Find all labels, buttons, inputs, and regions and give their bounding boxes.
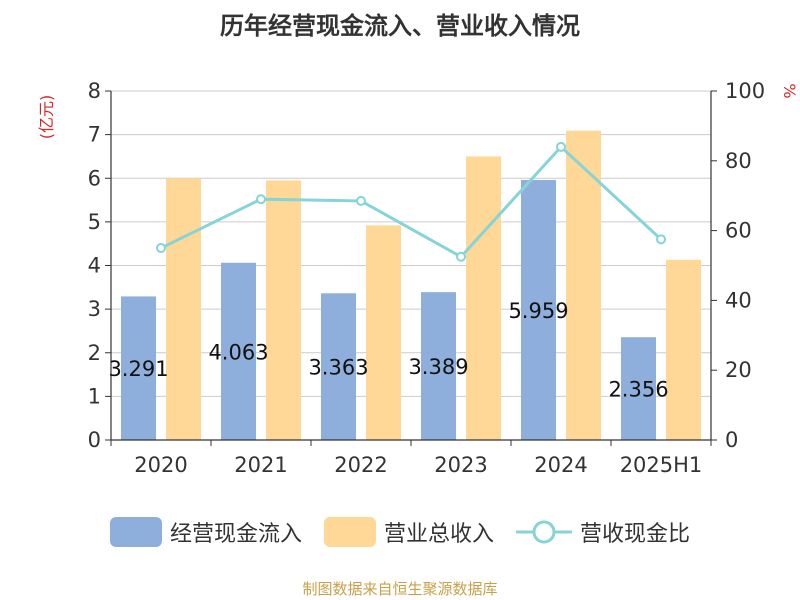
y-left-tick-label: 1 — [88, 384, 101, 408]
x-tick-label: 2021 — [234, 453, 287, 477]
ratio-point — [656, 234, 666, 245]
bar-cash-inflow — [621, 337, 656, 440]
bar-cash-inflow — [421, 292, 456, 440]
y-left-tick-label: 8 — [88, 79, 101, 103]
y-left-tick-label: 3 — [88, 297, 101, 321]
y-left-axis-label: (亿元) — [37, 95, 56, 140]
bar-revenue — [466, 156, 501, 440]
data-labels: 3.291 4.063 3.363 3.389 5.959 2.356 — [108, 299, 668, 402]
bar-cash-inflow — [521, 180, 556, 440]
legend-swatch-revenue — [323, 517, 376, 547]
x-tick-label: 2024 — [534, 453, 587, 477]
ratio-line-path — [160, 144, 663, 259]
ratio-point — [356, 195, 366, 206]
legend-item-ratio[interactable]: 营收现金比 — [516, 516, 690, 548]
data-label-cash-inflow: 3.363 — [308, 356, 368, 380]
y-left-tick-label: 4 — [88, 254, 101, 278]
x-tick-label: 2022 — [334, 453, 387, 477]
y-left-tick-label: 2 — [88, 341, 101, 365]
x-tick-label: 2025H1 — [620, 453, 703, 477]
legend-line-key-ratio — [516, 519, 572, 545]
bar-cash-inflow — [121, 296, 156, 440]
y-right-tick-label: 40 — [725, 288, 752, 312]
bar-revenue — [266, 180, 301, 440]
bar-revenue — [666, 259, 701, 440]
bars — [121, 130, 701, 441]
legend-item-cash-inflow[interactable]: 经营现金流入 — [109, 516, 302, 548]
y-right-tick-label: 60 — [725, 219, 752, 243]
y-left-tick-label: 0 — [88, 428, 101, 452]
data-label-cash-inflow: 3.389 — [408, 355, 468, 379]
ratio-point — [156, 243, 166, 254]
y-right-tick-label: 100 — [725, 79, 765, 103]
ratio-point — [456, 251, 466, 262]
bar-revenue — [166, 178, 201, 440]
legend-item-revenue[interactable]: 营业总收入 — [323, 516, 494, 548]
source-note: 制图数据来自恒生聚源数据库 — [302, 580, 498, 598]
y-right-tick-label: 0 — [725, 428, 738, 452]
y-right-axis-label: % — [780, 83, 799, 98]
data-label-cash-inflow: 5.959 — [508, 299, 568, 323]
chart-title: 历年经营现金流入、营业收入情况 — [220, 12, 580, 40]
gridlines — [111, 90, 711, 397]
ratio-point — [556, 141, 566, 152]
x-tick-label: 2020 — [134, 453, 187, 477]
ratio-point — [256, 194, 266, 205]
y-left-tick-label: 7 — [88, 123, 101, 147]
y-right-tick-label: 80 — [725, 149, 752, 173]
y-right-tick-label: 20 — [725, 358, 752, 382]
legend: 经营现金流入 营业总收入 营收现金比 — [0, 516, 800, 548]
x-tick-label: 2023 — [434, 453, 487, 477]
data-label-cash-inflow: 2.356 — [608, 378, 668, 402]
legend-swatch-cash-inflow — [109, 517, 162, 547]
bar-cash-inflow — [321, 293, 356, 440]
legend-label-cash-inflow: 经营现金流入 — [169, 522, 302, 547]
ratio-line — [156, 141, 666, 262]
legend-label-ratio: 营收现金比 — [580, 522, 691, 547]
legend-label-revenue: 营业总收入 — [383, 522, 494, 547]
data-label-cash-inflow: 3.291 — [108, 357, 168, 381]
data-label-cash-inflow: 4.063 — [208, 340, 268, 364]
bar-cash-inflow — [221, 262, 256, 440]
bar-revenue — [366, 225, 401, 440]
y-left-tick-label: 5 — [88, 210, 101, 234]
y-left-tick-label: 6 — [88, 166, 101, 190]
bar-revenue — [566, 130, 601, 441]
